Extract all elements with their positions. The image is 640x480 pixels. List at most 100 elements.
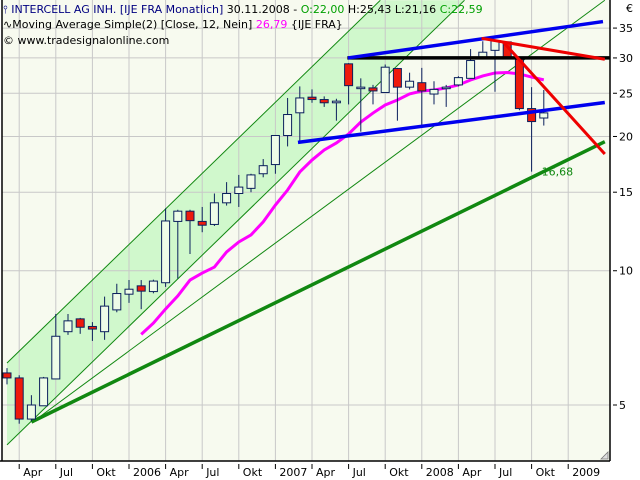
candle-body-down (392, 68, 402, 88)
candle (307, 89, 317, 103)
x-tick-label: Jul (205, 466, 219, 479)
low-value: L:21,16 (394, 3, 437, 16)
candle-body-up (246, 174, 256, 189)
candle-body-up (173, 210, 183, 222)
x-tick-label: Jul (498, 466, 512, 479)
candle-body-up (270, 135, 280, 166)
low-annotation: 16,68 (542, 166, 574, 179)
chart-header: ⫯ INTERCELL AG INH. [IJE FRA Monatlich] … (3, 3, 483, 16)
candle-body-down (368, 87, 378, 92)
trendline-channel-upper (6, 0, 381, 364)
candle (270, 135, 280, 174)
candle (283, 97, 293, 147)
candle-body-up (331, 100, 341, 104)
candle (14, 375, 24, 424)
candle-body-up (441, 86, 451, 90)
candle (514, 58, 524, 111)
candle (417, 67, 427, 127)
candle-body-down (2, 372, 12, 379)
candle (466, 49, 476, 79)
indicator-name: Moving Average Simple(2) [Close, 12, Nei… (12, 18, 253, 31)
trendline-red-steep (501, 40, 606, 156)
indicator-value: 26,79 (255, 18, 288, 31)
candle (75, 317, 85, 334)
candle (234, 174, 244, 207)
candle-body-up (124, 288, 134, 295)
candle (185, 209, 195, 255)
y-tick-label: 15 (619, 186, 633, 199)
x-tick-label: 2007 (279, 466, 307, 479)
trendline-blue-upper (347, 19, 604, 60)
candle-body-up (39, 377, 49, 407)
indicator-legend: ∿Moving Average Simple(2) [Close, 12, Ne… (3, 18, 343, 31)
candle (441, 84, 451, 107)
x-tick-label: Okt (536, 466, 556, 479)
candle-body-down (527, 108, 537, 123)
candle-body-up (63, 320, 73, 333)
candle (112, 283, 122, 313)
candle-body-down (75, 318, 85, 328)
candle (197, 206, 207, 233)
candle (209, 193, 219, 226)
candle-body-up (51, 335, 61, 380)
candle (344, 63, 354, 105)
y-tick-label: 30 (619, 52, 633, 65)
plot-layer: 16,68 (2, 0, 610, 461)
trendline-support-line (30, 140, 606, 424)
x-tick-label: Apr (462, 466, 482, 479)
candle-body-up (161, 220, 171, 284)
candle-body-up (539, 112, 549, 119)
candle (63, 313, 73, 335)
instrument-title: INTERCELL AG INH. [IJE FRA Monatlich] (11, 3, 224, 16)
candlestick-icon: ⫯ (3, 3, 8, 16)
candle-body-down (514, 58, 524, 110)
resize-grip-icon (600, 451, 609, 460)
open-value: O:22,00 (300, 3, 345, 16)
x-tick-label: Okt (96, 466, 116, 479)
x-tick-label: Jul (352, 466, 366, 479)
candle-body-down (136, 285, 146, 292)
candle (148, 279, 158, 294)
candle (26, 395, 36, 422)
x-tick-label: 2009 (572, 466, 600, 479)
candle (392, 67, 402, 121)
candle (222, 182, 232, 206)
high-value: H:25,43 (347, 3, 392, 16)
candle-body-up (112, 293, 122, 311)
candle-body-down (87, 325, 97, 330)
candle (173, 209, 183, 279)
candle-body-up (295, 97, 305, 114)
candle-body-up (26, 404, 36, 420)
candle (368, 84, 378, 105)
candle (453, 76, 463, 87)
candle (136, 280, 146, 310)
wave-icon: ∿ (3, 18, 13, 31)
candle-body-down (185, 210, 195, 222)
candle-body-up (429, 88, 439, 95)
candle (100, 296, 110, 340)
candle (356, 78, 366, 132)
candle-body-up (100, 305, 110, 333)
trendline-red-upper (481, 36, 606, 61)
candle (161, 208, 171, 287)
x-tick-label: 2006 (133, 466, 161, 479)
x-tick-label: Apr (316, 466, 336, 479)
x-tick-label: Jul (59, 466, 73, 479)
x-tick-label: Apr (170, 466, 190, 479)
candle-body-down (14, 377, 24, 420)
indicator-source: {IJE FRA} (290, 18, 343, 31)
candle-body-down (319, 99, 329, 104)
candle-body-up (148, 280, 158, 293)
candle (2, 368, 12, 385)
candle-body-up (380, 66, 390, 93)
candle-body-down (344, 63, 354, 87)
candle (295, 86, 305, 143)
y-tick-label: 10 (619, 265, 633, 278)
bar-date: 30.11.2008 - (226, 3, 298, 16)
candle-body-down (307, 96, 317, 101)
candle (380, 64, 390, 93)
candle (246, 173, 256, 193)
close-value: C:22,59 (439, 3, 483, 16)
